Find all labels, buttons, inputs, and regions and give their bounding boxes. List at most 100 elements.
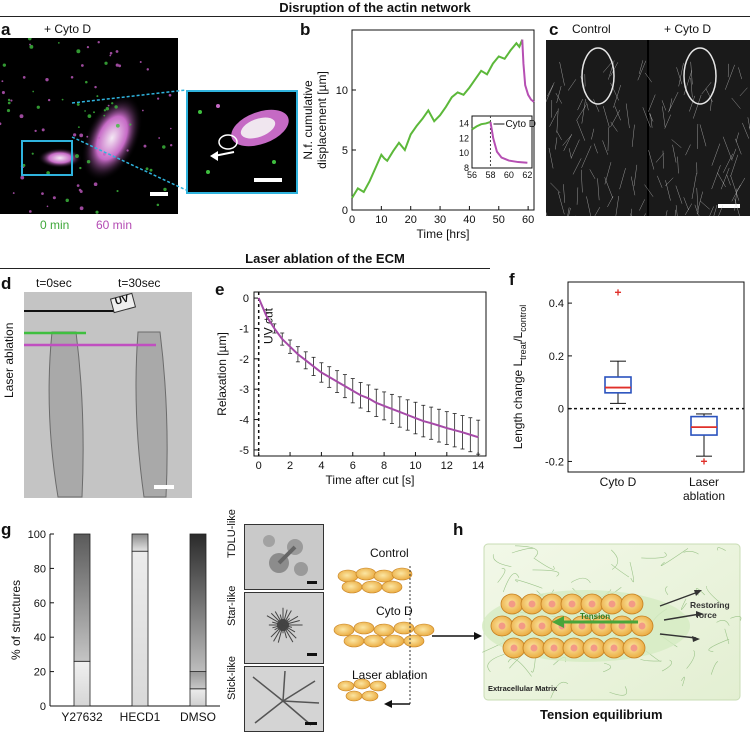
panel-f-ytick-label: 0 <box>558 404 564 416</box>
panel-a-dot <box>61 98 64 101</box>
panel-c-fiber <box>674 209 676 216</box>
panel-a-dot <box>102 152 106 156</box>
panel-c-fiber <box>722 136 733 161</box>
panel-a-title: + Cyto D <box>44 22 92 36</box>
panel-a-dot <box>77 126 80 129</box>
panel-c-fiber <box>563 133 573 151</box>
panel-a-dot <box>46 205 49 208</box>
panel-h-cell-nucleus <box>598 622 606 630</box>
panel-a-dot <box>31 152 34 155</box>
panel-c-fiber <box>644 213 646 216</box>
panel-h-ecm-fiber <box>602 662 612 673</box>
panel-c-fiber <box>730 154 739 177</box>
panel-g-star-spoke <box>282 624 294 643</box>
panel-h-ecm-fiber <box>497 568 506 583</box>
panel-c-fiber <box>731 97 741 109</box>
panel-a-dot <box>103 109 107 112</box>
panel-h-cell-nucleus <box>498 622 506 630</box>
panel-c-fiber <box>594 207 601 216</box>
panel-c-fiber <box>657 175 663 188</box>
panel-a-dot <box>86 46 90 49</box>
panel-a-dot <box>76 49 81 54</box>
panel-a-dot <box>86 135 89 138</box>
panel-c-fiber <box>747 117 750 131</box>
panel-letter-c: c <box>549 20 559 39</box>
panel-letter-e: e <box>215 280 225 299</box>
panel-e-series <box>257 297 479 439</box>
panel-a-dot <box>70 76 74 79</box>
panel-f-ylabel-part: control <box>518 305 528 332</box>
panel-c-fiber <box>549 111 558 127</box>
panel-c-fiber <box>665 180 671 201</box>
panel-c-fiber <box>556 108 559 133</box>
panel-g-ytick-label: 20 <box>34 667 46 679</box>
panel-h-cell-nucleus <box>530 644 538 652</box>
panel-f-ytick-label: -0.2 <box>545 456 564 468</box>
panel-g-star-spoke <box>282 615 299 626</box>
panel-c-fiber <box>683 197 689 211</box>
panel-b-ytick-label: 10 <box>336 85 348 97</box>
panel-a-dot <box>12 192 15 194</box>
panel-b-chart: 0 10 20 30 40 50 60 0 5 10 Time [hrs] N.f. cumulati… <box>301 29 536 241</box>
panel-d-micrograph <box>24 292 192 498</box>
panel-h-cell-nucleus <box>638 622 646 630</box>
panel-b-inset-xtick-label: 62 <box>522 170 532 180</box>
panel-b-xtick-label: 20 <box>405 214 417 226</box>
panel-e-ylabel: Relaxation [µm] <box>215 332 229 416</box>
panel-c-fiber <box>610 109 621 127</box>
panel-h-control-label: Control <box>370 546 409 560</box>
panel-c-fiber <box>550 182 561 194</box>
panel-letter-f: f <box>509 270 515 289</box>
panel-c-cell-outline <box>581 47 615 105</box>
panel-h-ecm-fiber <box>609 686 628 696</box>
panel-h-ecm-fiber <box>492 554 512 567</box>
panel-b-inset-series-1 <box>489 121 528 164</box>
panel-c-fiber <box>562 135 572 146</box>
panel-c-fiber <box>691 173 697 199</box>
panel-h-cell-nucleus <box>518 622 526 630</box>
panel-c-fiber <box>556 86 562 103</box>
panel-c-fiber <box>610 82 619 101</box>
panel-c-fiber <box>613 84 621 108</box>
panel-letter-b: b <box>300 20 311 39</box>
panel-a-dot <box>27 38 32 41</box>
panel-a-dot <box>45 77 49 82</box>
panel-c-fiber <box>602 61 613 73</box>
panel-g-star-spoke <box>282 624 297 639</box>
panel-a-dot <box>103 114 106 117</box>
panel-h-ecm-fiber <box>571 577 591 584</box>
panel-f-category-laser: Laser <box>689 475 719 489</box>
panel-c-fiber <box>581 98 586 124</box>
panel-g-label-tdlu: TDLU-like <box>226 509 238 558</box>
panel-f-ylabel-part: Length change L <box>511 359 525 449</box>
panel-d-t30: t=30sec <box>118 276 161 290</box>
panel-a-dot <box>146 68 149 71</box>
panel-c-fiber <box>548 147 554 169</box>
panel-c-fiber <box>701 82 712 95</box>
panel-d-side-label: Laser ablation <box>2 322 16 398</box>
panel-h-ecm-fiber <box>487 653 505 672</box>
panel-a-dot <box>116 189 119 193</box>
panel-h-cell-nucleus <box>548 600 556 608</box>
panel-c-fiber <box>642 107 651 128</box>
panel-b-inset-ytick-label: 12 <box>459 133 469 143</box>
panel-c-fiber <box>576 120 586 141</box>
panel-c-fiber <box>696 187 699 213</box>
panel-a-dot <box>1 80 4 83</box>
panel-a-dot <box>93 111 95 114</box>
panel-a-dot <box>76 184 80 187</box>
panel-g-image-tdlu <box>244 524 324 590</box>
panel-e-xtick-label: 8 <box>381 460 387 472</box>
panel-g-label-stick: Stick-like <box>226 655 238 700</box>
panel-b-ytick-label: 0 <box>342 205 348 217</box>
panel-h-ecm-fiber <box>710 661 719 675</box>
panel-g-category-label: Y27632 <box>61 710 103 724</box>
panel-a-dot <box>115 123 120 128</box>
panel-g-star-spoke <box>273 624 284 642</box>
panel-h-cytod-label: Cyto D <box>376 604 413 618</box>
panel-c-fiber <box>568 207 571 216</box>
panel-b-xtick-label: 40 <box>463 214 475 226</box>
panel-a-dot <box>109 51 113 55</box>
panel-c-fiber <box>586 102 589 111</box>
panel-c-fiber <box>689 95 696 112</box>
